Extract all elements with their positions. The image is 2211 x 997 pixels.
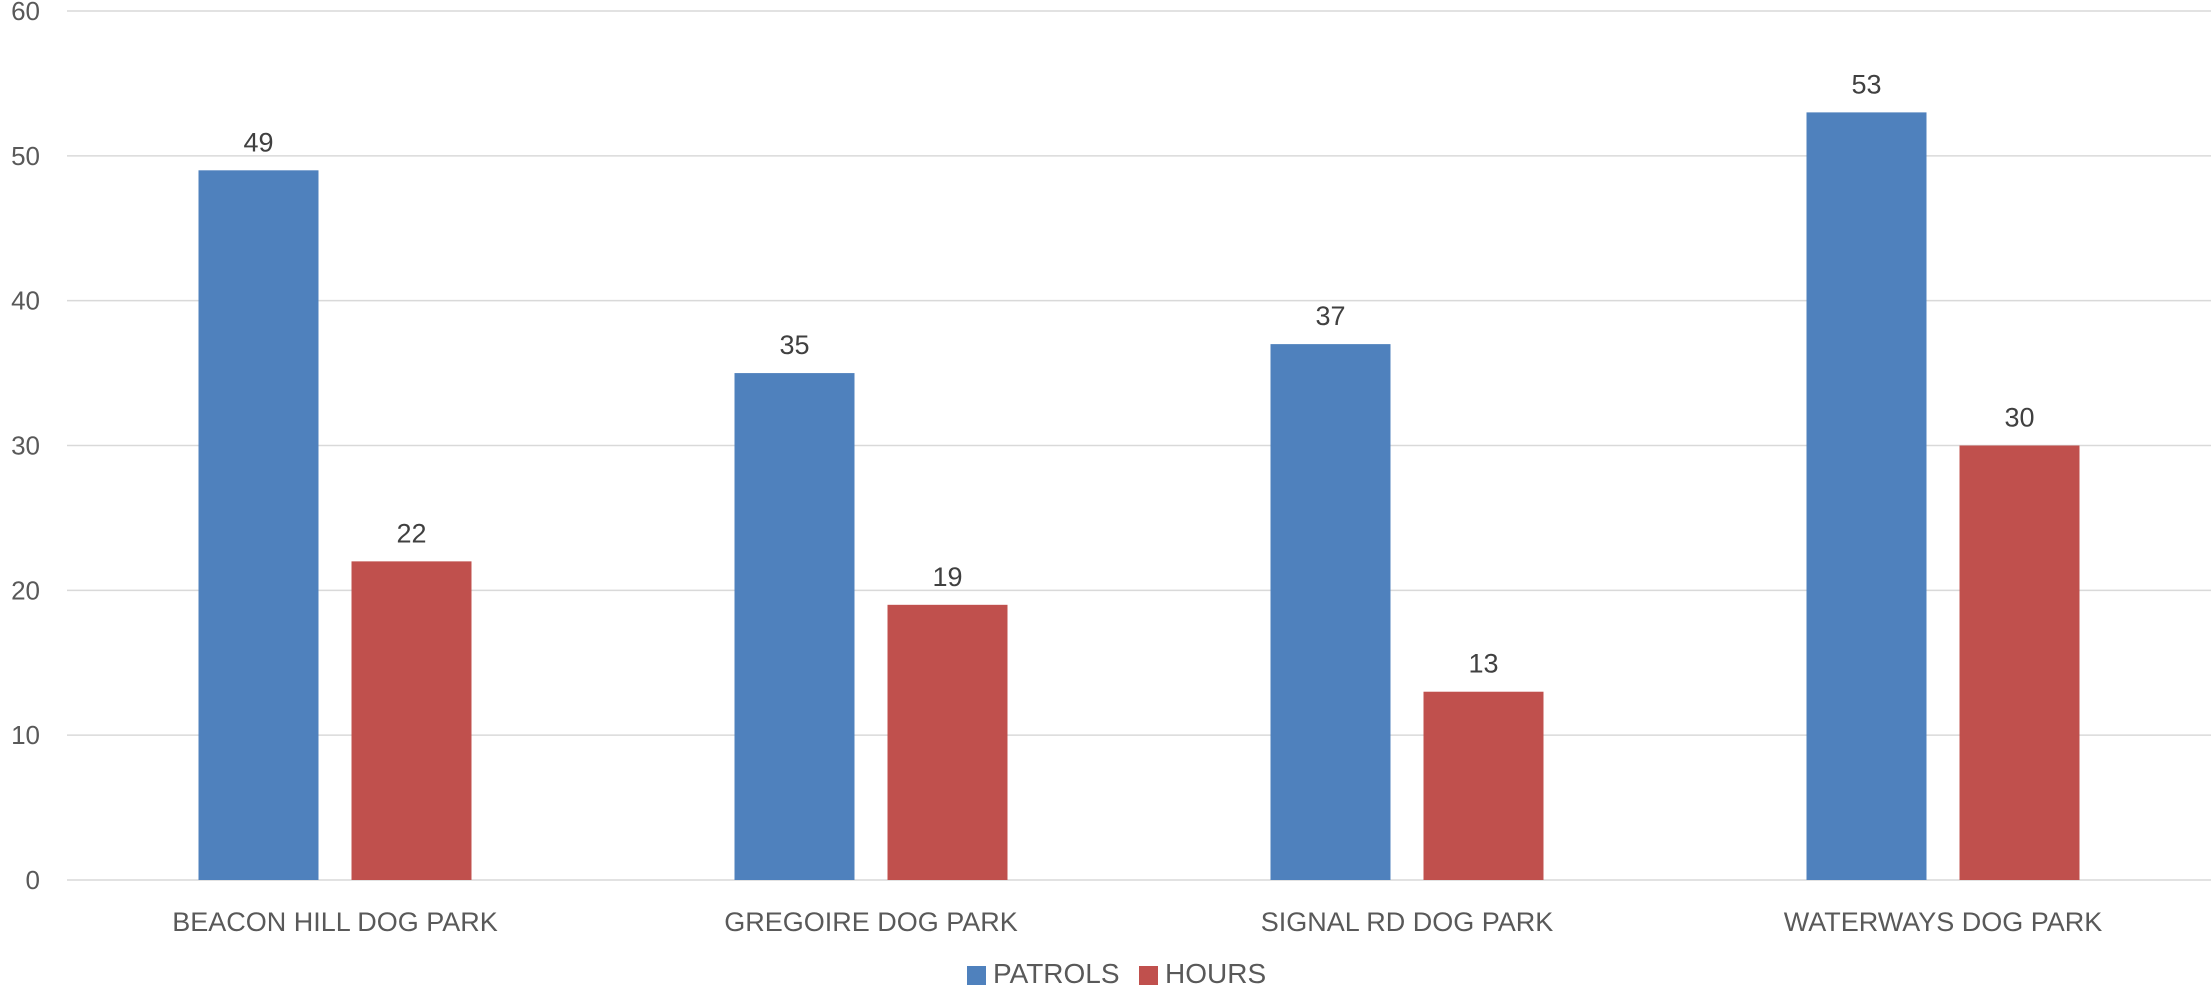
- data-label-patrols-0: 49: [243, 127, 273, 157]
- bar-hours-1: [887, 604, 1008, 880]
- data-label-hours-3: 30: [2004, 403, 2034, 433]
- y-tick-label: 10: [11, 720, 40, 750]
- legend-swatch: [967, 966, 986, 985]
- legend-swatch: [1139, 966, 1158, 985]
- bar-patrols-0: [198, 170, 319, 881]
- legend-item-hours: HOURS: [1139, 958, 1266, 989]
- data-label-hours-1: 19: [932, 562, 962, 592]
- bar-patrols-2: [1270, 344, 1391, 880]
- bar-patrols-1: [734, 373, 855, 880]
- y-tick-label: 20: [11, 575, 40, 605]
- x-category-label: WATERWAYS DOG PARK: [1784, 907, 2103, 937]
- x-axis: BEACON HILL DOG PARK GREGOIRE DOG PARK SIG…: [172, 907, 2102, 937]
- data-label-hours-0: 22: [396, 518, 426, 548]
- legend-item-patrols: PATROLS: [967, 958, 1120, 989]
- data-labels: 49 22 35 19 37 13 53 30: [243, 69, 2034, 678]
- data-label-hours-2: 13: [1468, 649, 1498, 679]
- legend: PATROLS HOURS: [967, 958, 1266, 989]
- x-category-label: SIGNAL RD DOG PARK: [1261, 907, 1554, 937]
- bar-hours-0: [351, 561, 472, 880]
- legend-label: PATROLS: [993, 958, 1120, 989]
- y-tick-label: 60: [11, 0, 40, 26]
- bar-patrols-3: [1806, 112, 1927, 881]
- data-label-patrols-3: 53: [1851, 69, 1881, 99]
- data-label-patrols-2: 37: [1315, 301, 1345, 331]
- x-category-label: BEACON HILL DOG PARK: [172, 907, 498, 937]
- y-tick-label: 30: [11, 431, 40, 461]
- y-axis: 0 10 20 30 40 50 60: [11, 0, 40, 895]
- data-label-patrols-1: 35: [779, 330, 809, 360]
- legend-label: HOURS: [1165, 958, 1266, 989]
- bar-hours-2: [1423, 691, 1544, 880]
- y-tick-label: 0: [26, 865, 40, 895]
- bars: [198, 112, 2080, 881]
- x-category-label: GREGOIRE DOG PARK: [724, 907, 1018, 937]
- y-tick-label: 50: [11, 141, 40, 171]
- y-tick-label: 40: [11, 286, 40, 316]
- bar-hours-3: [1959, 445, 2080, 880]
